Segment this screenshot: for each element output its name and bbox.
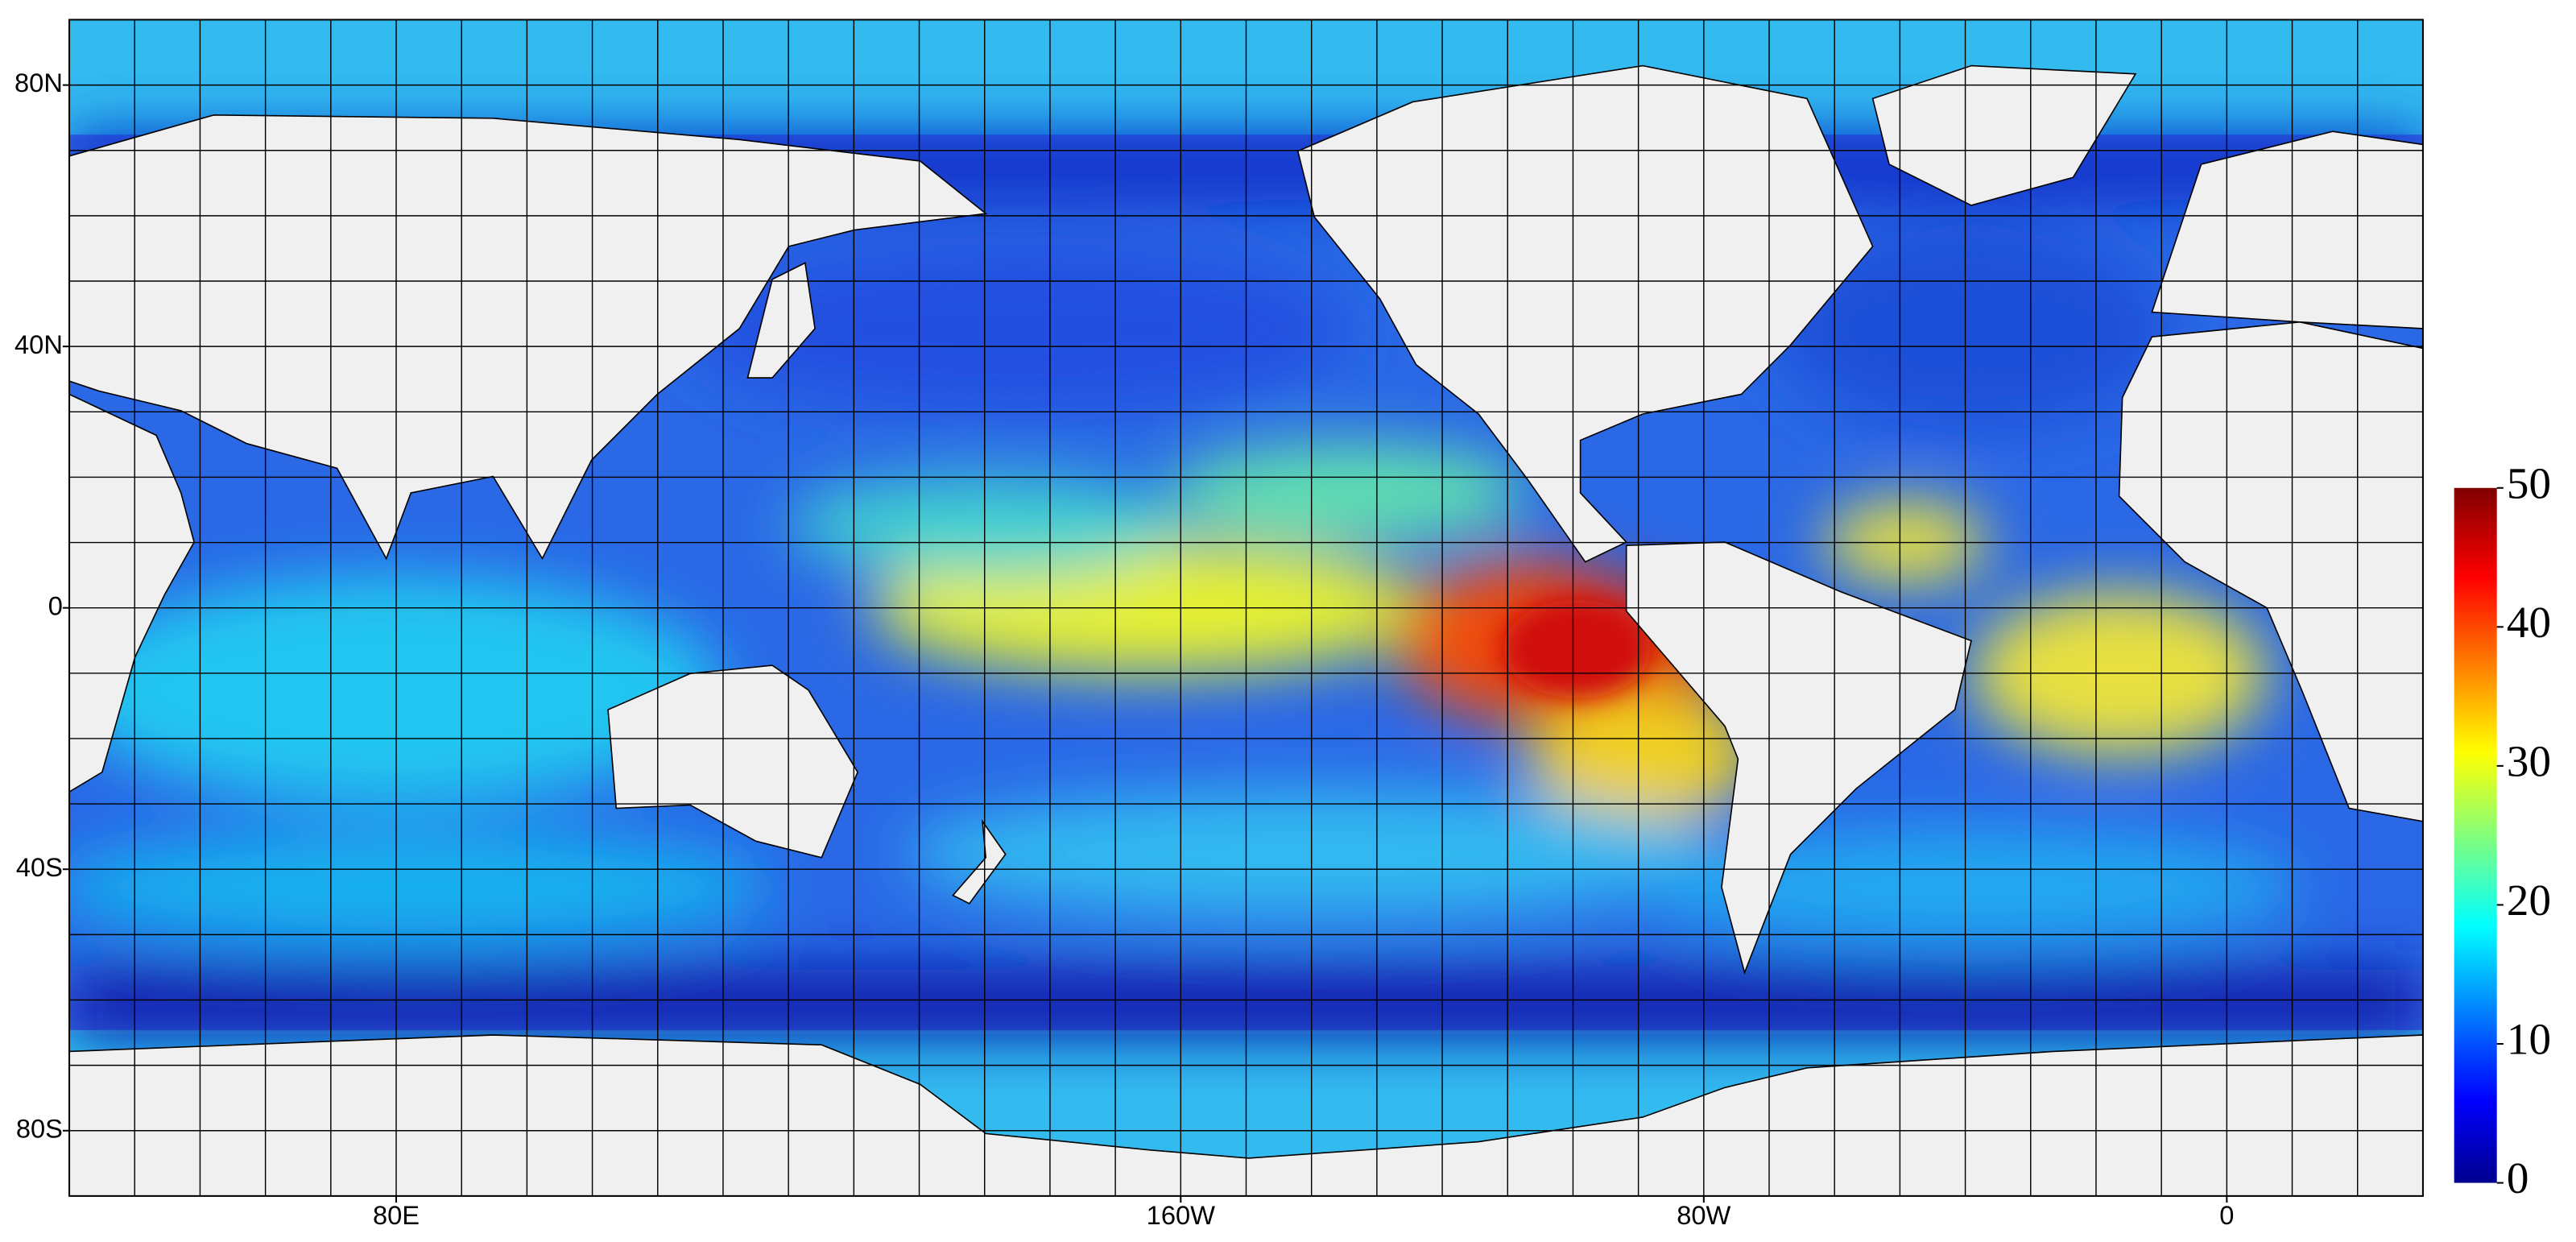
lon-tick-label: 0 <box>2219 1200 2234 1230</box>
lat-tick-label: 80N <box>14 68 63 97</box>
colorbar-tick-label: 50 <box>2507 458 2551 507</box>
new-zealand <box>952 818 1007 905</box>
lon-tick-label: 80W <box>1677 1200 1730 1230</box>
colorbar-tick-label: 0 <box>2507 1153 2529 1203</box>
africa-west <box>2118 321 2423 822</box>
lon-tick-label: 80E <box>373 1200 420 1230</box>
lat-tick-label: 80S <box>16 1113 63 1143</box>
colorbar-tick-label: 30 <box>2507 737 2551 786</box>
north-america <box>1296 64 1874 563</box>
colorbar-tick-label: 20 <box>2507 876 2551 925</box>
graticule <box>69 19 2423 1196</box>
south-america <box>1625 541 1972 975</box>
colorbar-tick-label: 10 <box>2507 1015 2551 1064</box>
colorbar <box>2454 487 2497 1183</box>
japan <box>746 262 816 379</box>
lon-tick-label: 160W <box>1147 1200 1215 1230</box>
greenland <box>1871 64 2137 206</box>
australia <box>607 664 859 859</box>
lat-tick-label: 40N <box>14 329 63 359</box>
lat-tick-label: 0 <box>48 590 63 620</box>
africa-east <box>69 393 195 793</box>
colorbar-tick-label: 40 <box>2507 598 2551 647</box>
lat-tick-label: 40S <box>16 852 63 882</box>
map-body <box>69 19 2423 1196</box>
